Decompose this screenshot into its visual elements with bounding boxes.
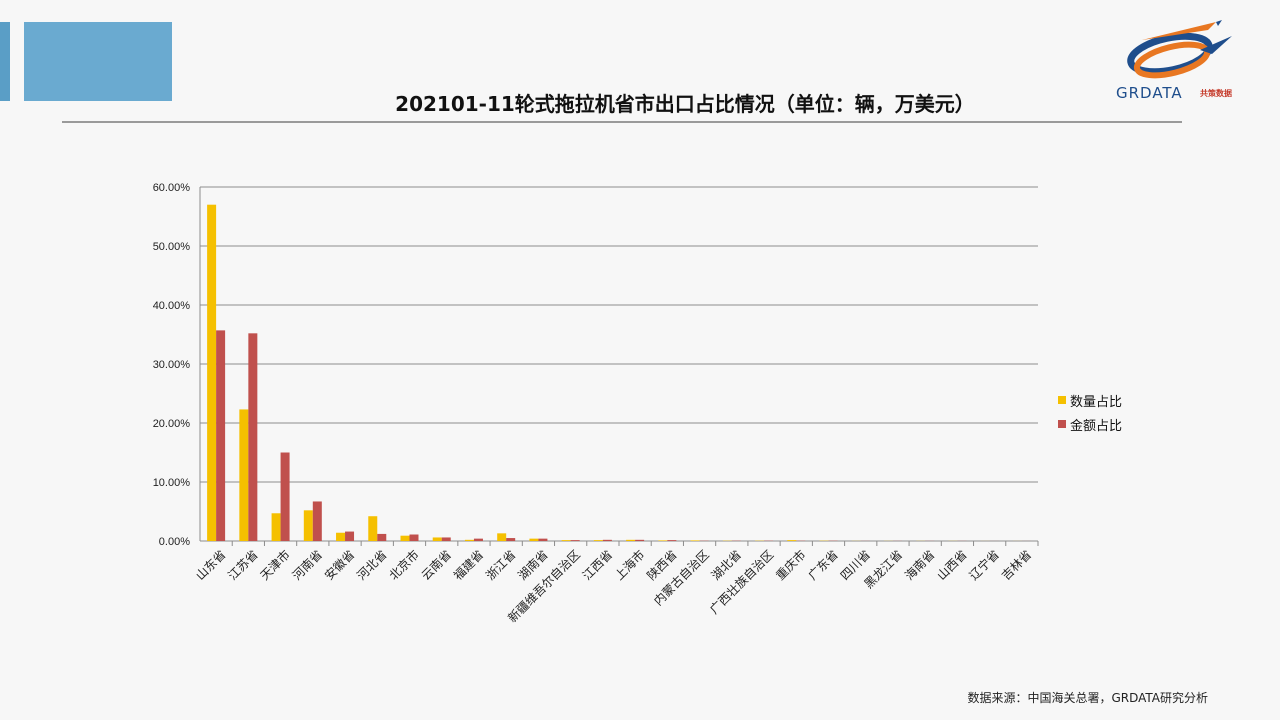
bar-quantity [207,204,217,541]
chart-title: 202101-11轮式拖拉机省市出口占比情况（单位：辆，万美元） [395,92,975,116]
bar-amount [667,540,677,541]
bar-amount [473,538,483,541]
x-tick-label: 海南省 [901,547,937,583]
logo-subtitle: 共策数据 [1200,89,1232,98]
y-tick-label: 20.00% [153,418,191,430]
bar-amount [635,539,645,541]
bar-amount [506,538,516,541]
x-tick-label: 内蒙古自治区 [650,547,712,609]
bar-amount [441,537,451,541]
legend-item-amount: 金额占比 [1058,412,1122,436]
bar-quantity [432,537,442,541]
bar-quantity [787,540,797,541]
legend-item-quantity: 数量占比 [1058,388,1122,412]
x-tick-label: 天津市 [257,547,293,583]
x-tick-label: 山东省 [193,547,228,582]
bar-quantity [303,510,313,541]
bar-quantity [336,532,346,541]
x-tick-label: 上海市 [611,547,647,583]
data-source-note: 数据来源：中国海关总署，GRDATA研究分析 [967,691,1208,705]
bar-quantity [626,539,636,541]
y-tick-label: 10.00% [153,477,191,489]
bar-amount [280,452,290,541]
y-tick-label: 30.00% [153,359,191,371]
x-tick-label: 江西省 [580,547,615,582]
bar-amount [538,538,548,541]
x-tick-label: 福建省 [450,547,486,583]
bar-quantity [561,540,571,541]
legend-swatch-quantity [1058,396,1066,404]
x-tick-label: 江苏省 [225,547,260,582]
x-tick-label: 广东省 [805,547,840,582]
x-tick-label: 北京市 [386,547,422,583]
x-tick-label: 河南省 [289,547,325,583]
x-tick-label: 安徽省 [321,547,357,583]
y-tick-label: 0.00% [159,536,190,548]
bar-quantity [690,540,700,541]
decor-block [24,22,172,101]
x-tick-label: 河北省 [354,547,389,582]
bar-quantity [593,540,603,541]
bar-amount [312,501,322,541]
x-tick-label: 山西省 [934,547,969,582]
y-tick-label: 40.00% [153,300,191,312]
bar-quantity [239,409,249,541]
bar-amount [602,539,612,541]
x-tick-label: 云南省 [418,547,454,583]
chart-legend: 数量占比 金额占比 [1058,388,1122,436]
title-divider [62,121,1182,123]
x-tick-label: 吉林省 [999,547,1034,582]
decor-strip [0,22,10,101]
bar-amount [248,333,258,541]
x-tick-label: 辽宁省 [966,547,1002,583]
logo-wordmark: GRDATA [1116,84,1183,102]
bar-quantity [368,516,378,541]
legend-swatch-amount [1058,420,1066,428]
grdata-logo [1127,20,1232,79]
bar-amount [216,330,226,541]
bar-quantity [464,539,474,541]
legend-label-quantity: 数量占比 [1070,394,1123,410]
bar-quantity [271,513,281,541]
bar-amount [345,531,355,541]
x-tick-label: 重庆市 [773,547,809,583]
bar-amount [570,540,580,541]
y-tick-label: 60.00% [153,182,191,194]
bar-quantity [658,540,668,541]
bar-quantity [497,533,507,541]
bar-amount [409,534,419,541]
x-tick-label: 浙江省 [483,547,518,582]
bar-amount [377,533,387,541]
bar-quantity [400,535,410,541]
y-tick-label: 50.00% [153,241,191,253]
legend-label-amount: 金额占比 [1070,418,1123,434]
bar-quantity [529,538,539,541]
